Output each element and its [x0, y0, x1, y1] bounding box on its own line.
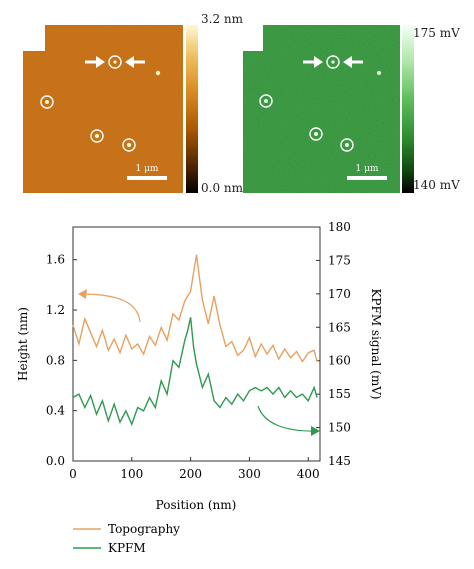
x-tick-label: 100	[120, 467, 143, 481]
particle-marker	[309, 127, 323, 141]
particle-marker	[108, 55, 122, 69]
scale-bar	[347, 176, 387, 180]
arrow-left-icon	[343, 56, 363, 68]
x-tick-label: 0	[69, 467, 77, 481]
y-axis-label-left: Height (nm)	[16, 307, 30, 381]
kpfm-image: 1 μm	[243, 25, 400, 193]
y-left-tick-label: 1.6	[46, 253, 65, 267]
scale-bar	[127, 176, 167, 180]
particle-marker	[340, 138, 354, 152]
kpfm-colorbar	[402, 25, 414, 193]
y-left-tick-label: 1.2	[46, 303, 65, 317]
arrow-to-left-axis-icon	[78, 289, 141, 323]
legend-label-kpfm: KPFM	[108, 541, 146, 555]
arrow-to-right-axis-icon	[257, 405, 320, 436]
y-right-tick-label: 155	[328, 387, 351, 401]
y-left-tick-label: 0.0	[46, 454, 65, 468]
particle-marker	[40, 95, 54, 109]
series-line-kpfm	[72, 317, 318, 427]
scale-bar-label: 1 μm	[356, 164, 379, 174]
image-corner-mask	[23, 25, 45, 51]
y-right-tick-label: 170	[328, 287, 351, 301]
y-left-tick-label: 0.8	[46, 353, 65, 367]
y-right-tick-label: 165	[328, 320, 351, 334]
arrow-right-icon	[85, 56, 105, 68]
kpfm-colorbar-min: 140 mV	[413, 178, 460, 192]
particle-marker	[259, 94, 273, 108]
topography-colorbar-max: 3.2 nm	[201, 12, 244, 26]
plot-frame	[72, 226, 321, 462]
y-right-tick-label: 150	[328, 421, 351, 435]
x-axis-label: Position (nm)	[156, 498, 237, 512]
y-axis-label-right: KPFM signal (mV)	[369, 288, 383, 399]
particle-marker	[122, 138, 136, 152]
image-corner-mask	[243, 25, 263, 51]
y-right-tick-label: 175	[328, 253, 351, 267]
kpfm-colorbar-max: 175 mV	[413, 26, 460, 40]
y-right-tick-label: 145	[328, 454, 351, 468]
topography-image: 1 μm	[23, 25, 183, 193]
particle-marker	[326, 55, 340, 69]
particle-marker	[90, 129, 104, 143]
y-right-tick-label: 180	[328, 220, 351, 234]
scale-bar-label: 1 μm	[136, 164, 159, 174]
arrow-left-icon	[125, 56, 145, 68]
y-left-tick-label: 0.4	[46, 404, 65, 418]
legend-label-topography: Topography	[108, 522, 180, 536]
y-right-tick-label: 160	[328, 354, 351, 368]
series-line-topography	[72, 254, 318, 363]
arrow-right-icon	[303, 56, 323, 68]
x-tick-label: 400	[297, 467, 320, 481]
legend: Topography KPFM	[73, 522, 180, 555]
topography-colorbar-min: 0.0 nm	[201, 181, 244, 195]
x-tick-label: 200	[179, 467, 202, 481]
x-tick-label: 300	[238, 467, 261, 481]
topography-colorbar	[186, 25, 198, 193]
